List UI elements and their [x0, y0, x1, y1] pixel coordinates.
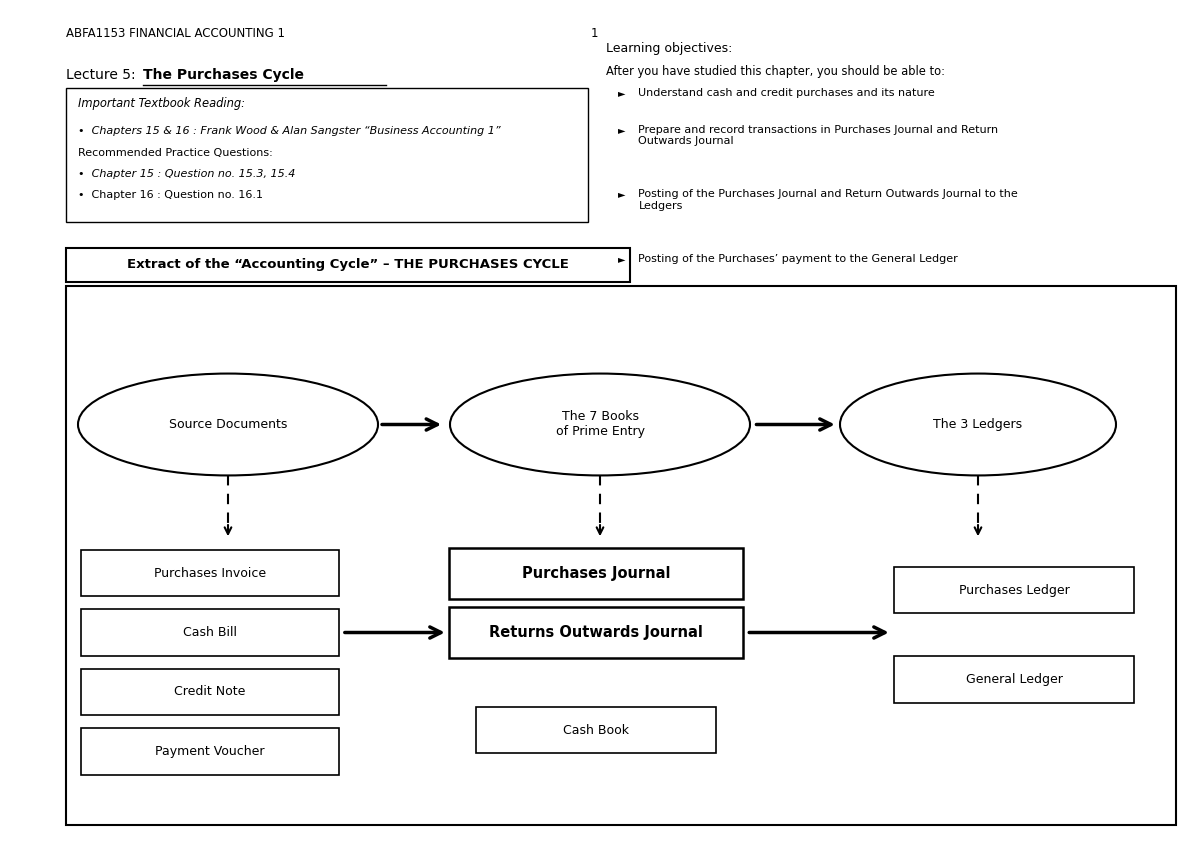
Ellipse shape: [840, 374, 1116, 475]
Text: General Ledger: General Ledger: [966, 672, 1062, 686]
FancyBboxPatch shape: [476, 706, 716, 754]
Text: Learning objectives:: Learning objectives:: [606, 42, 732, 55]
Text: 1: 1: [590, 27, 598, 40]
Text: Understand cash and credit purchases and its nature: Understand cash and credit purchases and…: [638, 88, 935, 98]
Text: Extract of the “Accounting Cycle” – THE PURCHASES CYCLE: Extract of the “Accounting Cycle” – THE …: [127, 258, 569, 272]
Text: Purchases Journal: Purchases Journal: [522, 565, 671, 581]
Ellipse shape: [78, 374, 378, 475]
Text: Source Documents: Source Documents: [169, 418, 287, 431]
Text: •  Chapter 16 : Question no. 16.1: • Chapter 16 : Question no. 16.1: [78, 190, 263, 200]
Text: Lecture 5:: Lecture 5:: [66, 68, 140, 82]
Text: Posting of the Purchases’ payment to the General Ledger: Posting of the Purchases’ payment to the…: [638, 254, 958, 264]
FancyBboxPatch shape: [80, 550, 338, 596]
Text: ►: ►: [618, 125, 625, 135]
Text: Posting of the Purchases Journal and Return Outwards Journal to the
Ledgers: Posting of the Purchases Journal and Ret…: [638, 189, 1018, 211]
Text: •  Chapter 15 : Question no. 15.3, 15.4: • Chapter 15 : Question no. 15.3, 15.4: [78, 169, 295, 179]
Text: The 7 Books
of Prime Entry: The 7 Books of Prime Entry: [556, 411, 644, 438]
Text: ►: ►: [618, 189, 625, 200]
FancyBboxPatch shape: [894, 567, 1134, 613]
Text: •  Chapters 15 & 16 : Frank Wood & Alan Sangster “Business Accounting 1”: • Chapters 15 & 16 : Frank Wood & Alan S…: [78, 126, 500, 136]
Text: Purchases Invoice: Purchases Invoice: [154, 566, 266, 580]
FancyBboxPatch shape: [66, 286, 1176, 825]
Text: ABFA1153 FINANCIAL ACCOUNTING 1: ABFA1153 FINANCIAL ACCOUNTING 1: [66, 27, 286, 40]
FancyBboxPatch shape: [449, 548, 744, 599]
FancyBboxPatch shape: [80, 728, 338, 774]
Text: Credit Note: Credit Note: [174, 685, 246, 699]
Text: Prepare and record transactions in Purchases Journal and Return
Outwards Journal: Prepare and record transactions in Purch…: [638, 125, 998, 146]
Ellipse shape: [450, 374, 750, 475]
Text: Important Textbook Reading:: Important Textbook Reading:: [78, 97, 245, 110]
FancyBboxPatch shape: [894, 655, 1134, 703]
Text: After you have studied this chapter, you should be able to:: After you have studied this chapter, you…: [606, 65, 946, 77]
Text: ►: ►: [618, 254, 625, 264]
Text: Payment Voucher: Payment Voucher: [155, 745, 265, 758]
FancyBboxPatch shape: [80, 669, 338, 715]
Text: Purchases Ledger: Purchases Ledger: [959, 583, 1069, 597]
Text: Cash Book: Cash Book: [564, 723, 629, 737]
FancyBboxPatch shape: [449, 607, 744, 658]
Text: The 3 Ledgers: The 3 Ledgers: [934, 418, 1022, 431]
Text: ►: ►: [618, 88, 625, 98]
FancyBboxPatch shape: [80, 610, 338, 655]
FancyBboxPatch shape: [66, 88, 588, 222]
Text: Recommended Practice Questions:: Recommended Practice Questions:: [78, 148, 272, 158]
Text: Returns Outwards Journal: Returns Outwards Journal: [490, 625, 703, 640]
Text: Cash Bill: Cash Bill: [182, 626, 238, 639]
Text: The Purchases Cycle: The Purchases Cycle: [143, 68, 304, 82]
FancyBboxPatch shape: [66, 248, 630, 282]
